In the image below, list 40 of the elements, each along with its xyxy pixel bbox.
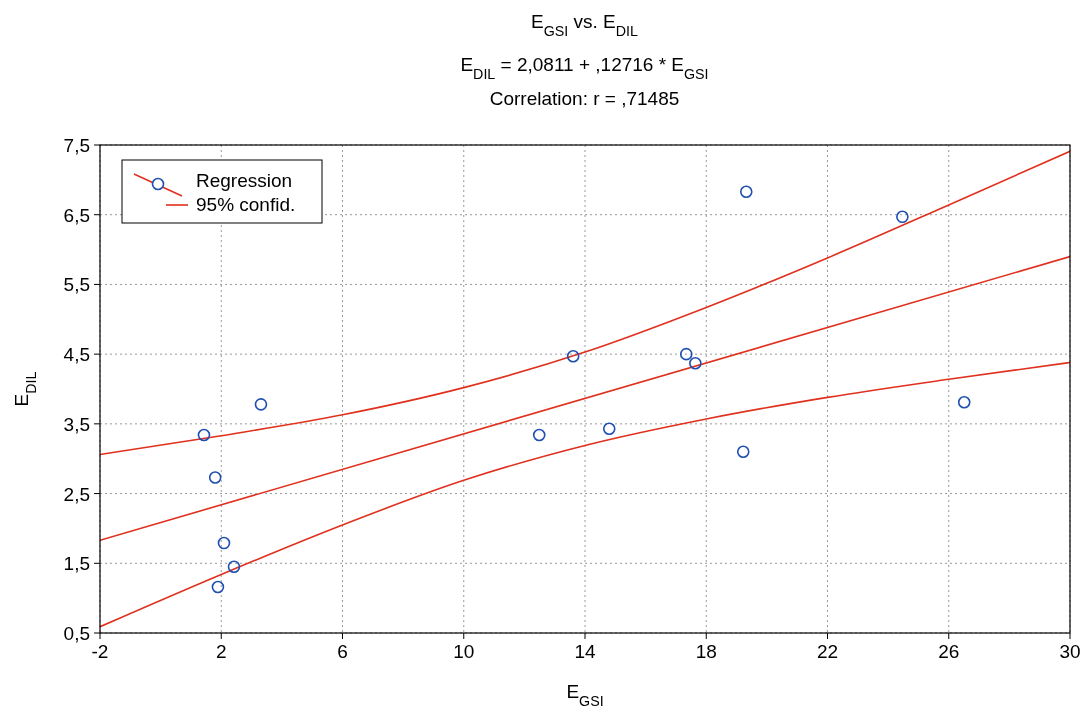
x-tick-label: -2: [91, 641, 109, 662]
chart-subtitle: E$_{DIL}$ = 2,0811 + ,12716 * E$_{GSI}$: [460, 54, 709, 82]
x-tick-label: 2: [215, 641, 227, 662]
point: [896, 210, 909, 224]
point: [211, 580, 225, 594]
x-tick-label: 14: [574, 641, 596, 662]
point: [197, 428, 211, 442]
line-series: [100, 361, 1070, 628]
y-tick-label: 3,5: [63, 413, 90, 435]
x-tick-label: 26: [938, 641, 960, 662]
point: [217, 536, 231, 550]
point: [957, 395, 971, 409]
chart-title: E$_{GSI}$ vs. E$_{DIL}$: [531, 11, 639, 39]
point: [602, 422, 616, 436]
point: [254, 398, 268, 411]
point: [566, 349, 580, 363]
y-tick-label: 0,5: [63, 623, 90, 644]
legend-label: 95% confid.: [196, 194, 296, 215]
point: [227, 560, 241, 574]
point: [679, 347, 693, 361]
y-tick-label: 6,5: [63, 204, 90, 226]
x-tick-label: 18: [695, 641, 717, 662]
point: [532, 428, 546, 442]
x-tick-label: 6: [337, 641, 348, 662]
y-tick-label: 5,5: [63, 274, 90, 296]
y-tick-label: 1,5: [63, 553, 90, 575]
x-tick-label: 30: [1059, 641, 1081, 662]
y-tick-label: 2,5: [63, 483, 90, 505]
x-axis-title: E$_{GSI}$: [566, 681, 604, 709]
x-tick-label: 22: [816, 641, 839, 662]
point: [736, 445, 750, 459]
point: [689, 356, 702, 370]
line-series: [100, 150, 1070, 456]
point: [208, 471, 222, 484]
point: [739, 185, 753, 199]
text: Correlation: r = ,71485: [489, 88, 680, 109]
y-tick-label: 7,5: [63, 135, 90, 156]
x-tick-label: 10: [453, 641, 475, 662]
legend-label: Regression: [196, 170, 293, 191]
y-tick-label: 4,5: [63, 344, 90, 366]
